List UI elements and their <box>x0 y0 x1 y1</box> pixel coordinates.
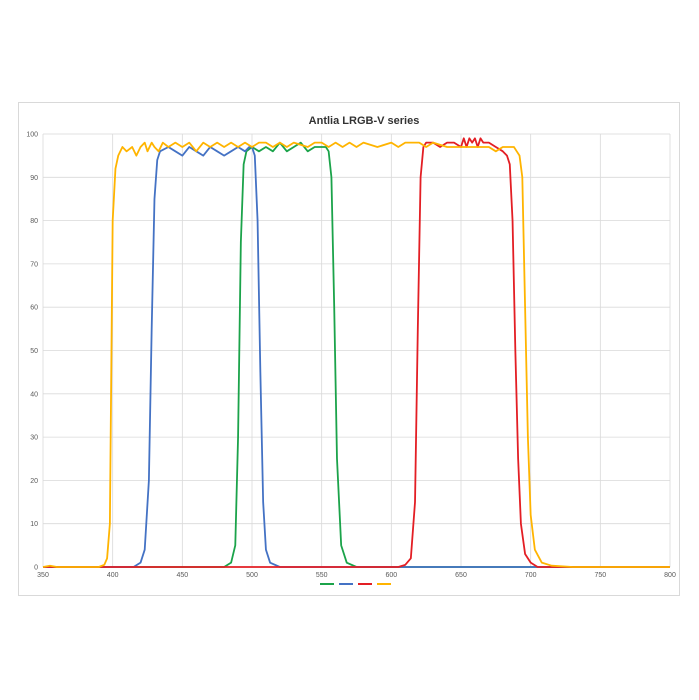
y-tick-label: 100 <box>26 132 38 139</box>
y-tick-label: 70 <box>30 261 38 268</box>
chart-frame: Antlia LRGB-V series 0 10 20 30 40 50 60 70 80 90… <box>18 102 680 596</box>
x-tick-label: 450 <box>176 572 188 579</box>
x-tick-label: 800 <box>664 572 676 579</box>
chart-title: Antlia LRGB-V series <box>309 115 420 127</box>
y-tick-label: 40 <box>30 391 38 398</box>
y-tick-label: 20 <box>30 478 38 485</box>
x-tick-label: 400 <box>107 572 119 579</box>
y-tick-label: 80 <box>30 218 38 225</box>
y-tick-label: 50 <box>30 348 38 355</box>
x-tick-label: 700 <box>525 572 537 579</box>
series-group <box>42 137 670 568</box>
y-tick-label: 30 <box>30 435 38 442</box>
y-tick-label: 90 <box>30 175 38 182</box>
y-tick-label: 0 <box>34 565 38 572</box>
y-tick-label: 60 <box>30 305 38 312</box>
line-chart: Antlia LRGB-V series 0 10 20 30 40 50 60 70 80 90… <box>26 115 676 585</box>
series-line-4 <box>42 141 670 568</box>
x-tick-label: 350 <box>37 572 49 579</box>
x-tick-label: 750 <box>594 572 606 579</box>
series-line-3 <box>43 137 670 568</box>
x-tick-label: 600 <box>385 572 397 579</box>
series-line-1 <box>43 141 670 568</box>
series-line-2 <box>43 146 670 568</box>
axes: 0 10 20 30 40 50 60 70 80 90 100 350 400 450 500 550 600… <box>26 132 676 580</box>
y-tick-label: 10 <box>30 521 38 528</box>
grid <box>42 133 671 567</box>
x-tick-label: 500 <box>246 572 258 579</box>
x-tick-label: 650 <box>455 572 467 579</box>
x-tick-label: 550 <box>316 572 328 579</box>
